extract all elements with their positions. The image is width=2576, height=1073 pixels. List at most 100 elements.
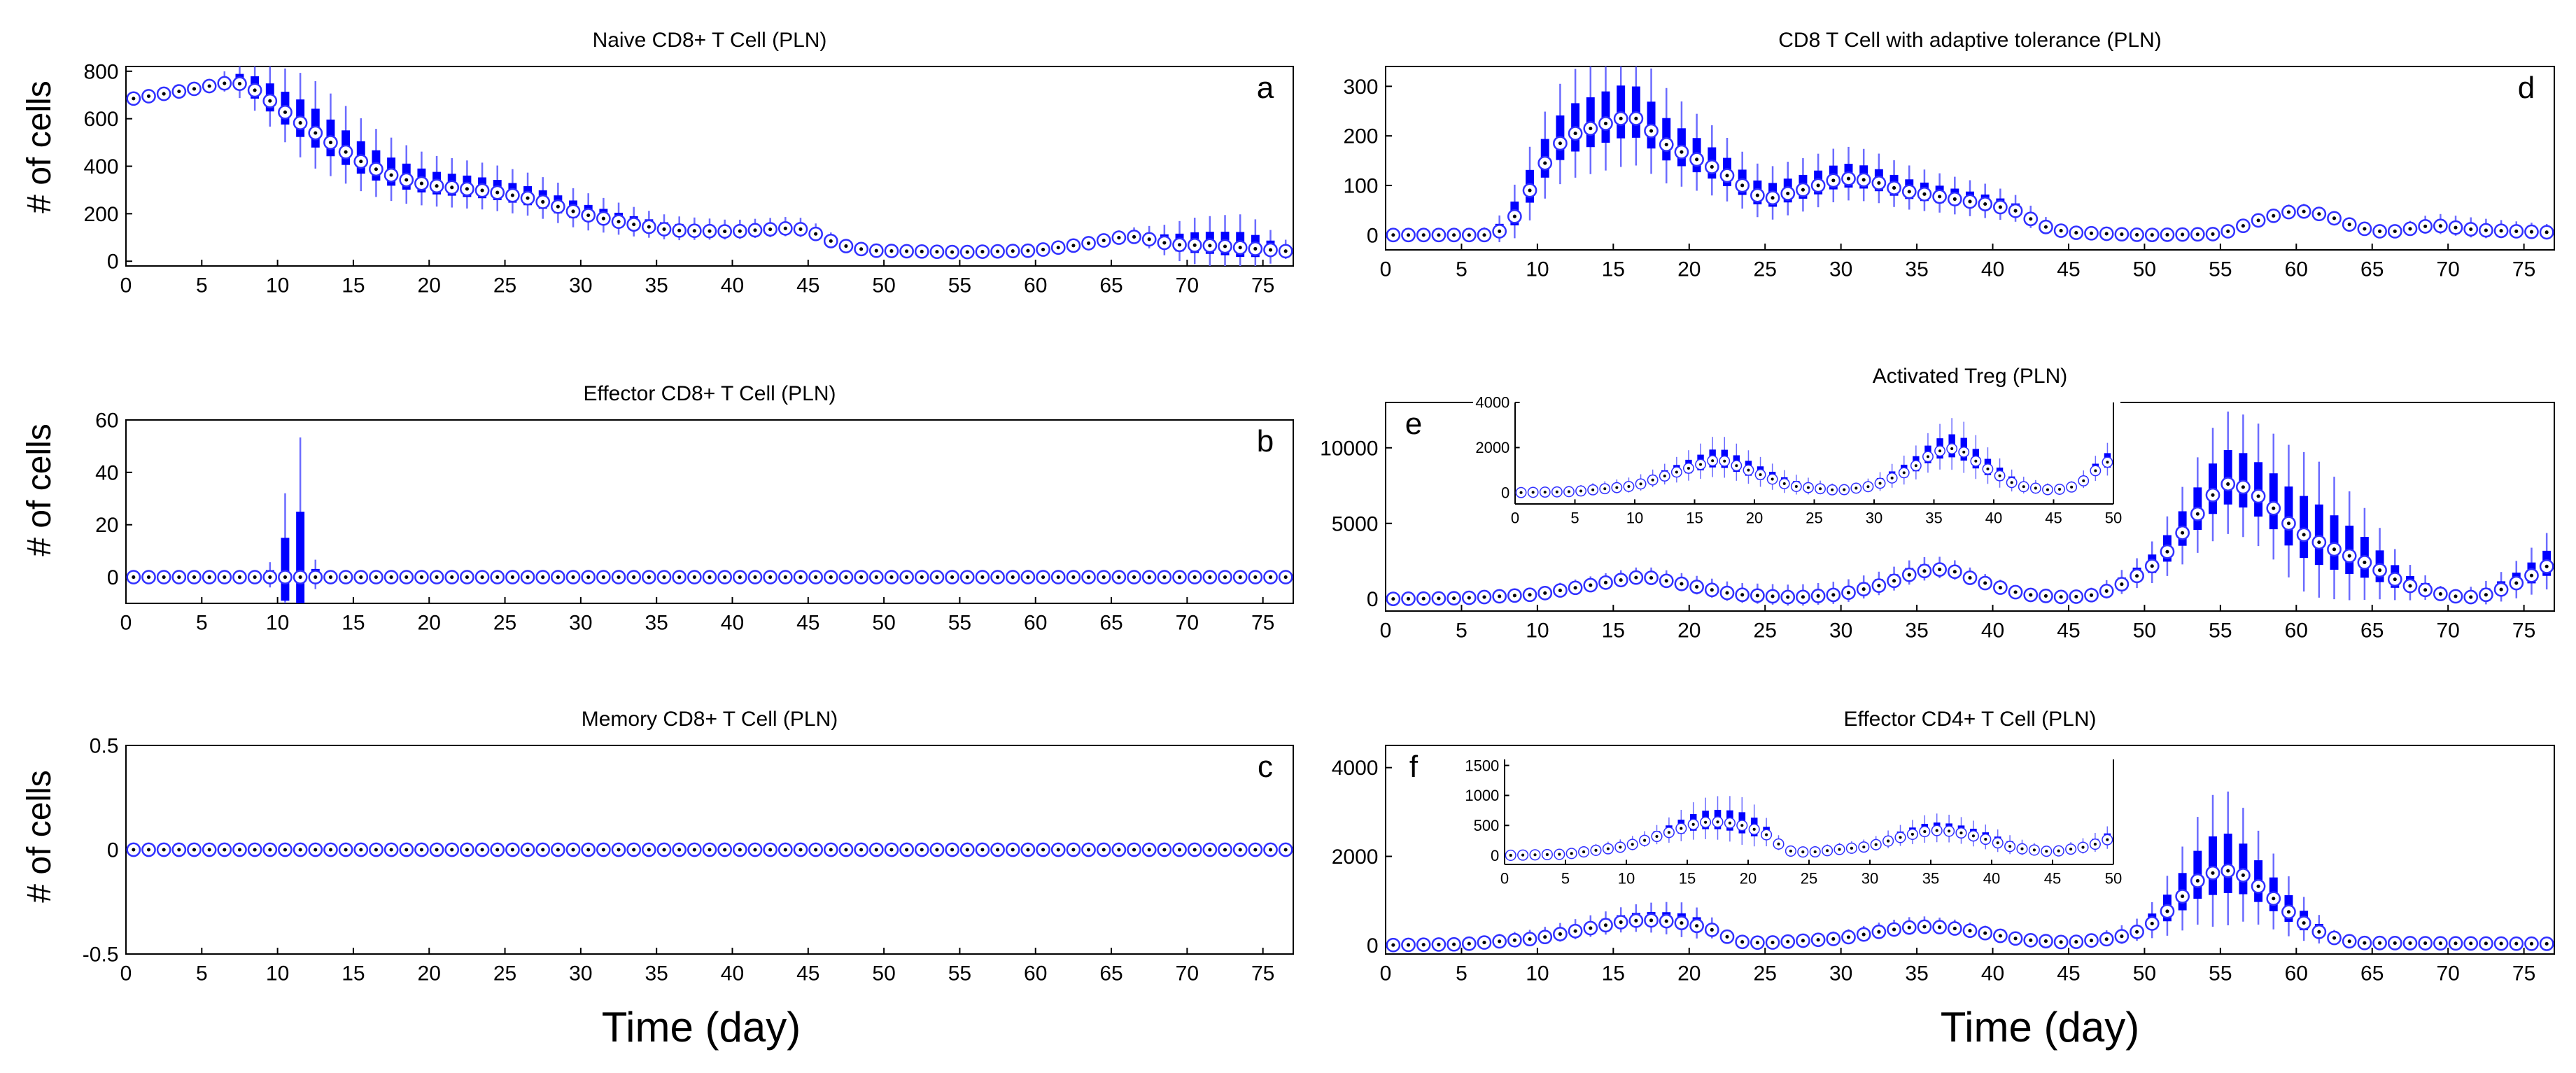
panel-d-median-dot <box>1861 178 1866 182</box>
panel-a-median-dot <box>192 87 197 91</box>
panel-c-x-tick-label: 40 <box>721 962 744 986</box>
panel-f-inset-median-dot <box>2057 849 2060 853</box>
panel-e-x-tick-label: 55 <box>2209 619 2232 643</box>
panel-a-x-tick-label: 25 <box>493 274 516 297</box>
panel-a-median-dot <box>692 229 696 233</box>
panel-e-inset-median-dot <box>1675 470 1678 474</box>
panel-f-inset-x-tick-label: 45 <box>2044 870 2061 888</box>
panel-a-x-tick-label: 20 <box>418 274 441 297</box>
panel-c-median-dot <box>1056 848 1060 852</box>
panel-b-median-dot <box>1253 575 1258 580</box>
panel-a-y-tick-label: 200 <box>83 203 118 226</box>
panel-c-median-dot <box>1283 848 1288 852</box>
panel-e-median-dot <box>1786 595 1790 599</box>
panel-c-x-tick-label: 20 <box>418 962 441 986</box>
panel-e-inset-median-dot <box>1759 473 1762 477</box>
panel-f-median-dot <box>1938 925 1942 930</box>
panel-a-median-dot <box>283 110 288 114</box>
panel-b-y-tick-label: 60 <box>95 409 118 433</box>
panel-f-inset-median-dot <box>1801 850 1805 854</box>
y-axis-label-c: # of cells <box>21 770 58 902</box>
panel-d-median-dot <box>1528 188 1532 192</box>
panel-a-x-tick-label: 60 <box>1024 274 1047 297</box>
panel-e-median-dot <box>1740 593 1745 597</box>
panel-f-inset-median-dot <box>1887 839 1890 843</box>
panel-b-x-tick-label: 75 <box>1251 612 1274 635</box>
panel-a-median-dot <box>1177 243 1182 247</box>
panel-f-median-dot <box>2286 910 2291 914</box>
panel-e-inset-y-tick-label: 0 <box>1501 484 1509 502</box>
panel-a-median-dot <box>419 181 423 185</box>
panel-a-median-dot <box>1208 244 1212 248</box>
panel-b-median-dot <box>146 575 151 580</box>
panel-c-median-dot <box>314 848 318 852</box>
panel-f-inset-median-dot <box>1728 821 1731 825</box>
panel-e-median-dot <box>2195 512 2200 516</box>
panel-f-median-dot <box>2272 897 2276 901</box>
panel-f-inset-median-dot <box>1704 820 1708 824</box>
panel-c-median-dot <box>162 848 166 852</box>
panel-c-median-dot <box>814 848 818 852</box>
panel-c-x-tick-label: 50 <box>872 962 895 986</box>
panel-a-median-dot <box>950 250 955 254</box>
panel-e-inset-median-dot <box>2082 479 2085 482</box>
panel-c-median-dot <box>328 848 332 852</box>
panel-e-median-dot <box>1680 582 1684 586</box>
panel-a-median-dot <box>328 141 332 145</box>
panel-a-median-dot <box>480 188 484 192</box>
panel-b-median-dot <box>996 575 1000 580</box>
panel-f-inset-median-dot <box>1850 846 1853 850</box>
panel-d-median-dot <box>2302 209 2306 213</box>
panel-f-inset-median-dot <box>2008 845 2012 848</box>
panel-b-median-dot <box>359 575 363 580</box>
panel-b-title: Effector CD8+ T Cell (PLN) <box>584 382 836 405</box>
panel-e-x-tick-label: 75 <box>2512 619 2535 643</box>
panel-e-x-tick-label: 50 <box>2133 619 2156 643</box>
panel-a-median-dot <box>996 249 1000 253</box>
panel-c-median-dot <box>889 848 894 852</box>
panel-e-inset-median-dot <box>1591 488 1595 491</box>
panel-e-inset-median-dot <box>1962 450 1966 454</box>
panel-c-x-tick-label: 10 <box>266 962 289 986</box>
panel-e-median-dot <box>2059 595 2063 599</box>
panel-c-median-dot <box>753 848 757 852</box>
panel-a-median-dot <box>1147 237 1151 241</box>
panel-e-median-dot <box>2165 549 2169 554</box>
panel-d-median-dot <box>2195 232 2200 237</box>
panel-e-inset-x-tick-label: 45 <box>2045 510 2062 527</box>
panel-d-x-tick-label: 0 <box>1380 258 1392 281</box>
panel-c-median-dot <box>980 848 985 852</box>
panel-e-median-dot <box>2317 540 2321 545</box>
panel-e-median-dot <box>1846 591 1851 595</box>
panel-e-inset-x-tick-label: 15 <box>1686 510 1703 527</box>
panel-f-inset-median-dot <box>1959 831 1963 835</box>
panel-f-median-dot <box>2013 937 2018 941</box>
panel-d-median-dot <box>1816 183 1820 188</box>
panel-b-median-dot <box>223 575 227 580</box>
panel-d-median-dot <box>1680 150 1684 154</box>
panel-d-y-tick-label: 300 <box>1343 76 1378 99</box>
panel-f-median-dot <box>1816 938 1820 942</box>
panel-b-median-dot <box>419 575 423 580</box>
panel-c-median-dot <box>344 848 348 852</box>
panel-f-inset-median-dot <box>1996 841 1999 845</box>
panel-f-median-dot <box>2347 939 2351 944</box>
panel-e-median-dot <box>2408 584 2412 588</box>
panel-e-median-dot <box>1907 573 1911 577</box>
panel-d-median-dot <box>2438 224 2442 228</box>
panel-a-median-dot <box>586 213 591 218</box>
panel-d-median-dot <box>2469 227 2473 232</box>
panel-f-inset-median-dot <box>2106 838 2109 841</box>
panel-b-y-tick-label: 40 <box>95 461 118 484</box>
panel-a-median-dot <box>1253 246 1258 251</box>
panel-a-median-dot <box>237 82 242 86</box>
panel-b-median-dot <box>1147 575 1151 580</box>
panel-a-y-tick-label: 600 <box>83 108 118 131</box>
panel-f-median-dot <box>1528 937 1532 941</box>
panel-f-inset-median-dot <box>1619 846 1622 849</box>
panel-f-y-tick-label: 2000 <box>1332 846 1379 869</box>
panel-a-median-dot <box>859 247 864 251</box>
panel-b-median-dot <box>268 575 272 580</box>
panel-b-x-tick-label: 70 <box>1176 612 1199 635</box>
panel-c-median-dot <box>1192 848 1197 852</box>
